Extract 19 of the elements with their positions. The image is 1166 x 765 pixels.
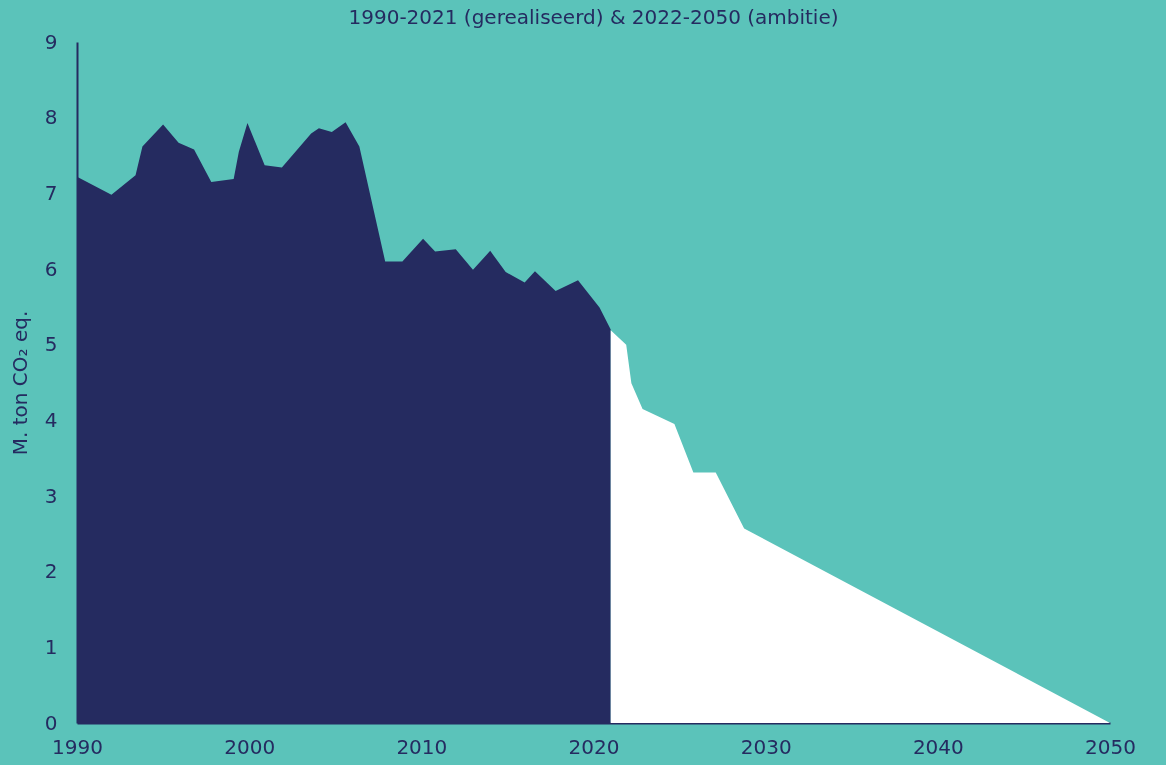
y-tick-label: 9 [44, 29, 58, 54]
y-tick-label: 4 [44, 407, 58, 432]
x-tick-label: 1990 [52, 734, 103, 759]
x-tick-label: 2000 [224, 734, 276, 759]
x-tick-label: 2020 [568, 734, 620, 759]
chart-title: 1990-2021 (gerealiseerd) & 2022-2050 (ambitie) [348, 5, 839, 29]
y-tick-label: 5 [44, 332, 58, 357]
y-tick-label: 0 [44, 710, 58, 735]
y-tick-label: 3 [44, 483, 58, 508]
y-tick-label: 2 [44, 559, 58, 584]
y-tick-label: 6 [44, 256, 58, 281]
x-tick-label: 2010 [396, 734, 448, 759]
x-tick-label: 2040 [912, 734, 964, 759]
x-tick-label: 2030 [740, 734, 792, 759]
y-tick-label: 7 [44, 180, 58, 205]
y-axis-title: M. ton CO₂ eq. [7, 310, 32, 456]
y-tick-label: 8 [44, 105, 58, 130]
x-tick-label: 2050 [1085, 734, 1136, 759]
y-tick-label: 1 [44, 634, 58, 659]
